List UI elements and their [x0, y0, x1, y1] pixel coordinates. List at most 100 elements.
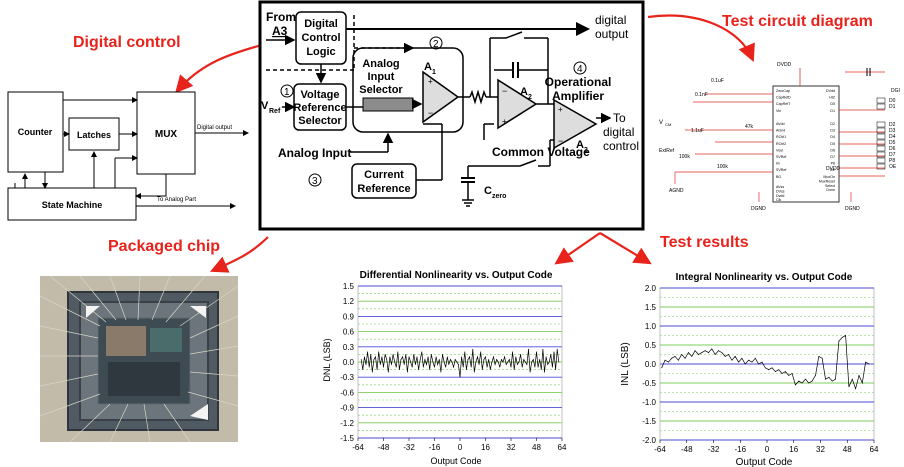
data-point — [367, 351, 368, 353]
a1-label: A — [424, 61, 432, 73]
right-pin-label: DVdd — [826, 89, 835, 93]
data-point — [504, 356, 505, 358]
data-point — [674, 356, 676, 357]
data-point — [403, 364, 405, 365]
data-point — [754, 357, 756, 359]
left-pin-label: BG — [776, 175, 781, 179]
dcl-line2: Control — [301, 32, 340, 44]
right-pin-label: D6 — [830, 148, 835, 152]
data-point — [402, 356, 403, 358]
common-voltage-label: Common Voltage — [492, 145, 590, 159]
y-tick-label: 0.3 — [343, 343, 355, 352]
res2-label: 100k — [679, 154, 690, 160]
right-pin-label: D0 — [830, 102, 835, 106]
num3-label: 3 — [312, 176, 318, 187]
data-point — [701, 352, 703, 353]
to-digital-line3: control — [603, 139, 639, 153]
data-point — [364, 356, 365, 358]
cap3-label: 1.1uF — [691, 128, 704, 134]
data-point — [801, 382, 803, 384]
data-point — [489, 369, 491, 370]
svg-text:+: + — [428, 77, 433, 86]
data-point — [397, 351, 399, 353]
packaged-chip-title: Packaged chip — [108, 238, 221, 255]
data-point — [442, 354, 443, 355]
data-point — [708, 352, 709, 353]
right-pin-label: D2 — [830, 122, 835, 126]
data-point — [411, 366, 413, 368]
d-output-label: D3 — [889, 128, 896, 134]
right-pin2-label: MuxOn — [823, 175, 835, 179]
data-point — [486, 366, 488, 368]
data-point — [453, 366, 454, 368]
left-pin2-label: Clk — [776, 198, 781, 202]
current-ref-line2: Reference — [357, 183, 410, 195]
y-tick-label: 0.0 — [343, 358, 355, 367]
data-point — [435, 356, 437, 358]
data-point — [502, 361, 504, 363]
data-point — [488, 359, 490, 360]
data-point — [407, 371, 408, 373]
y-tick-label: -1.0 — [642, 398, 656, 407]
cap1-label: 0.1uF — [711, 78, 724, 84]
svg-text:+: + — [502, 117, 507, 126]
data-point — [365, 364, 367, 365]
vrs-line2: Reference — [293, 102, 346, 114]
data-point — [410, 361, 411, 363]
connector-box — [876, 127, 886, 134]
data-point — [387, 371, 389, 373]
current-ref-line1: Current — [364, 169, 404, 181]
y-tick-label: -1.5 — [340, 434, 354, 443]
data-point — [424, 359, 426, 360]
right-pin-label: P8 — [831, 162, 835, 166]
extref-label: ExtRef — [659, 148, 675, 154]
agnd-label: AGND — [669, 188, 684, 194]
counter-label: Counter — [18, 127, 53, 137]
data-point — [493, 356, 494, 358]
op-amp-line2: Amplifier — [552, 89, 604, 103]
data-point — [771, 367, 773, 369]
data-point — [758, 363, 759, 365]
data-point — [386, 359, 388, 360]
a2-label: A — [520, 86, 528, 98]
data-point — [445, 366, 447, 368]
data-point — [470, 366, 472, 368]
data-point — [808, 382, 810, 384]
dnl-chart: Differential Nonlinearity vs. Output Cod… — [322, 270, 567, 466]
y-tick-label: 1.0 — [645, 322, 657, 331]
arrow-to-chip — [209, 236, 269, 273]
data-point — [550, 354, 552, 355]
data-point — [438, 359, 440, 360]
left-pin-label: Vout — [776, 148, 783, 152]
svg-text:−: − — [502, 86, 507, 96]
czero-sub: zero — [492, 193, 506, 200]
x-tick-label: -32 — [708, 445, 720, 454]
x-tick-label: 48 — [843, 445, 852, 454]
current-reference-box — [351, 163, 417, 199]
test-circuit-title: Test circuit diagram — [722, 13, 873, 30]
inl-chart-title: Integral Nonlinearity vs. Output Code — [676, 272, 853, 283]
data-point — [413, 354, 415, 355]
right-pin-label: D3 — [830, 129, 835, 133]
data-point — [362, 369, 364, 370]
connector-box — [876, 163, 886, 170]
test-circuit-schematic: ZeroCap CapRefD CapRefT Vin AVdd AGnd RCtrl1 RC… — [659, 62, 900, 212]
data-point — [499, 366, 501, 368]
chip-symbol — [772, 85, 840, 203]
left-pin-label: CapRefT — [776, 102, 791, 106]
svg-text:−: − — [558, 136, 563, 146]
data-point — [694, 350, 696, 352]
res3-label: 100k — [717, 164, 728, 170]
data-point — [718, 350, 719, 352]
y-tick-label: -0.6 — [340, 388, 354, 397]
dnl-x-axis-label: Output Code — [430, 456, 481, 466]
data-point — [483, 359, 485, 360]
data-point — [429, 369, 431, 370]
digital-output-line2: output — [595, 27, 629, 41]
data-point — [795, 384, 796, 386]
data-point — [815, 375, 816, 376]
data-point — [523, 359, 525, 360]
selector-switch-block — [362, 97, 414, 112]
data-point — [548, 361, 550, 363]
data-point — [547, 364, 549, 365]
